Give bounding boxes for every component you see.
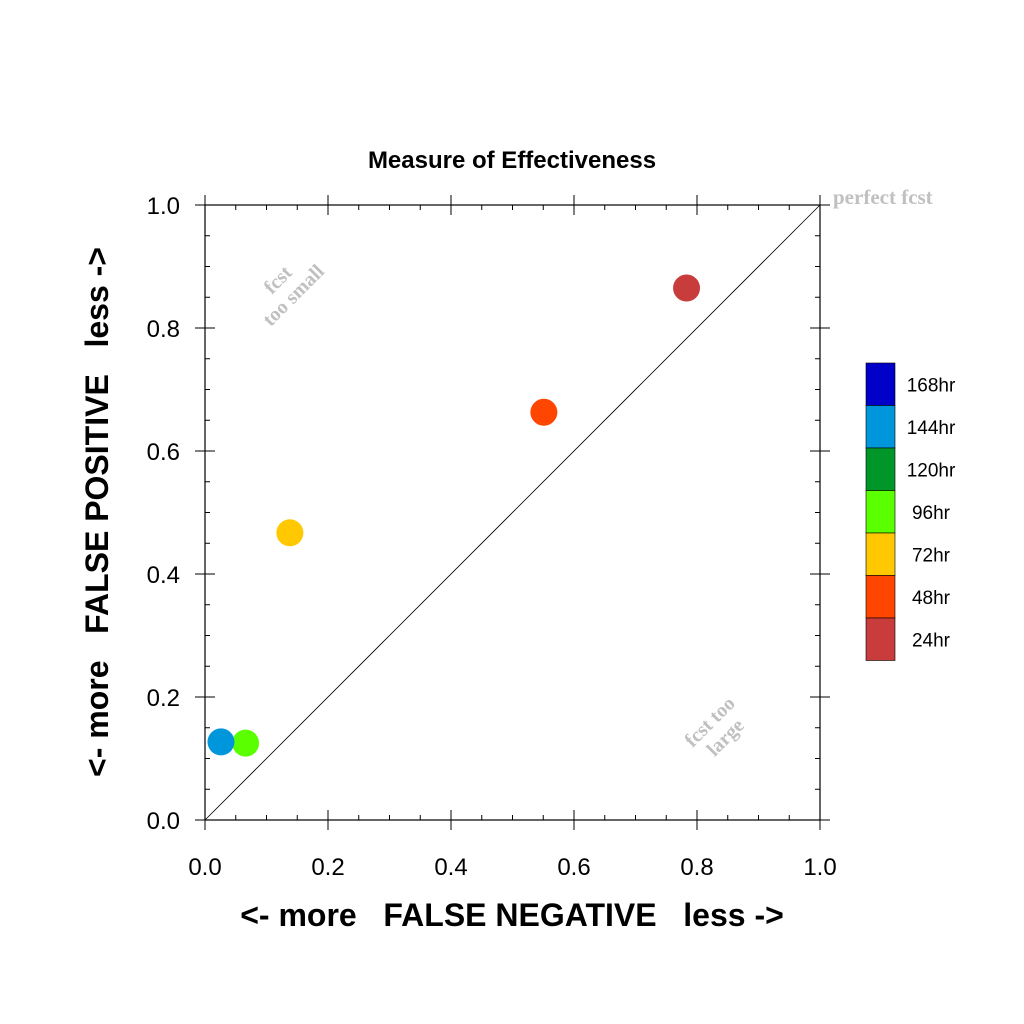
chart-title: Measure of Effectiveness — [368, 147, 656, 174]
x-tick-label: 0.2 — [311, 854, 344, 881]
x-tick-label: 0.8 — [680, 854, 713, 881]
legend-swatch-168hr — [865, 362, 896, 406]
legend-label-96hr: 96hr — [912, 503, 951, 524]
x-tick-label: 1.0 — [803, 854, 836, 881]
y-tick-label: 0.6 — [147, 439, 180, 466]
legend-swatch-72hr — [865, 532, 896, 576]
legend-swatch-24hr — [865, 617, 896, 661]
fcst-too-small-line2: too small — [259, 260, 329, 330]
legend-label-168hr: 168hr — [907, 375, 956, 396]
x-tick-label: 0.4 — [434, 854, 467, 881]
legend-label-48hr: 48hr — [912, 588, 951, 609]
y-tick-label: 0.2 — [147, 685, 180, 712]
legend-label-72hr: 72hr — [912, 545, 951, 566]
legend-swatch-96hr — [865, 490, 896, 534]
legend-swatch-120hr — [865, 447, 896, 491]
data-points — [207, 274, 701, 757]
fcst-too-large-annotation: fcst too large — [681, 693, 749, 761]
legend-label-144hr: 144hr — [907, 418, 956, 439]
fcst-too-small-annotation: fcst too small — [259, 260, 329, 330]
x-tick-labels: 0.0 0.2 0.4 0.6 0.8 1.0 — [188, 854, 836, 881]
y-tick-label: 0.4 — [147, 562, 180, 589]
y-tick-label: 0.8 — [147, 316, 180, 343]
legend-swatch-48hr — [865, 575, 896, 619]
point-24hr — [673, 274, 701, 302]
legend: 168hr 144hr 120hr 96hr 72hr 48hr 24hr — [865, 362, 956, 661]
x-tick-label: 0.6 — [557, 854, 590, 881]
point-48hr — [530, 398, 558, 426]
legend-swatch-144hr — [865, 405, 896, 449]
point-144hr — [207, 728, 235, 756]
x-tick-label: 0.0 — [188, 854, 221, 881]
y-tick-label: 0.0 — [147, 808, 180, 835]
perfect-fcst-annotation: perfect fcst — [833, 185, 933, 209]
diagonal-reference-line — [204, 204, 821, 821]
legend-label-24hr: 24hr — [912, 630, 951, 651]
y-tick-labels: 0.0 0.2 0.4 0.6 0.8 1.0 — [147, 193, 180, 835]
point-96hr — [232, 729, 260, 757]
x-axis-label: <- more FALSE NEGATIVE less -> — [240, 897, 784, 933]
y-axis-label: <- more FALSE POSITIVE less -> — [79, 247, 115, 777]
axis-ticks — [195, 195, 830, 830]
y-tick-label: 1.0 — [147, 193, 180, 220]
point-72hr — [276, 519, 304, 547]
legend-label-120hr: 120hr — [907, 460, 956, 481]
